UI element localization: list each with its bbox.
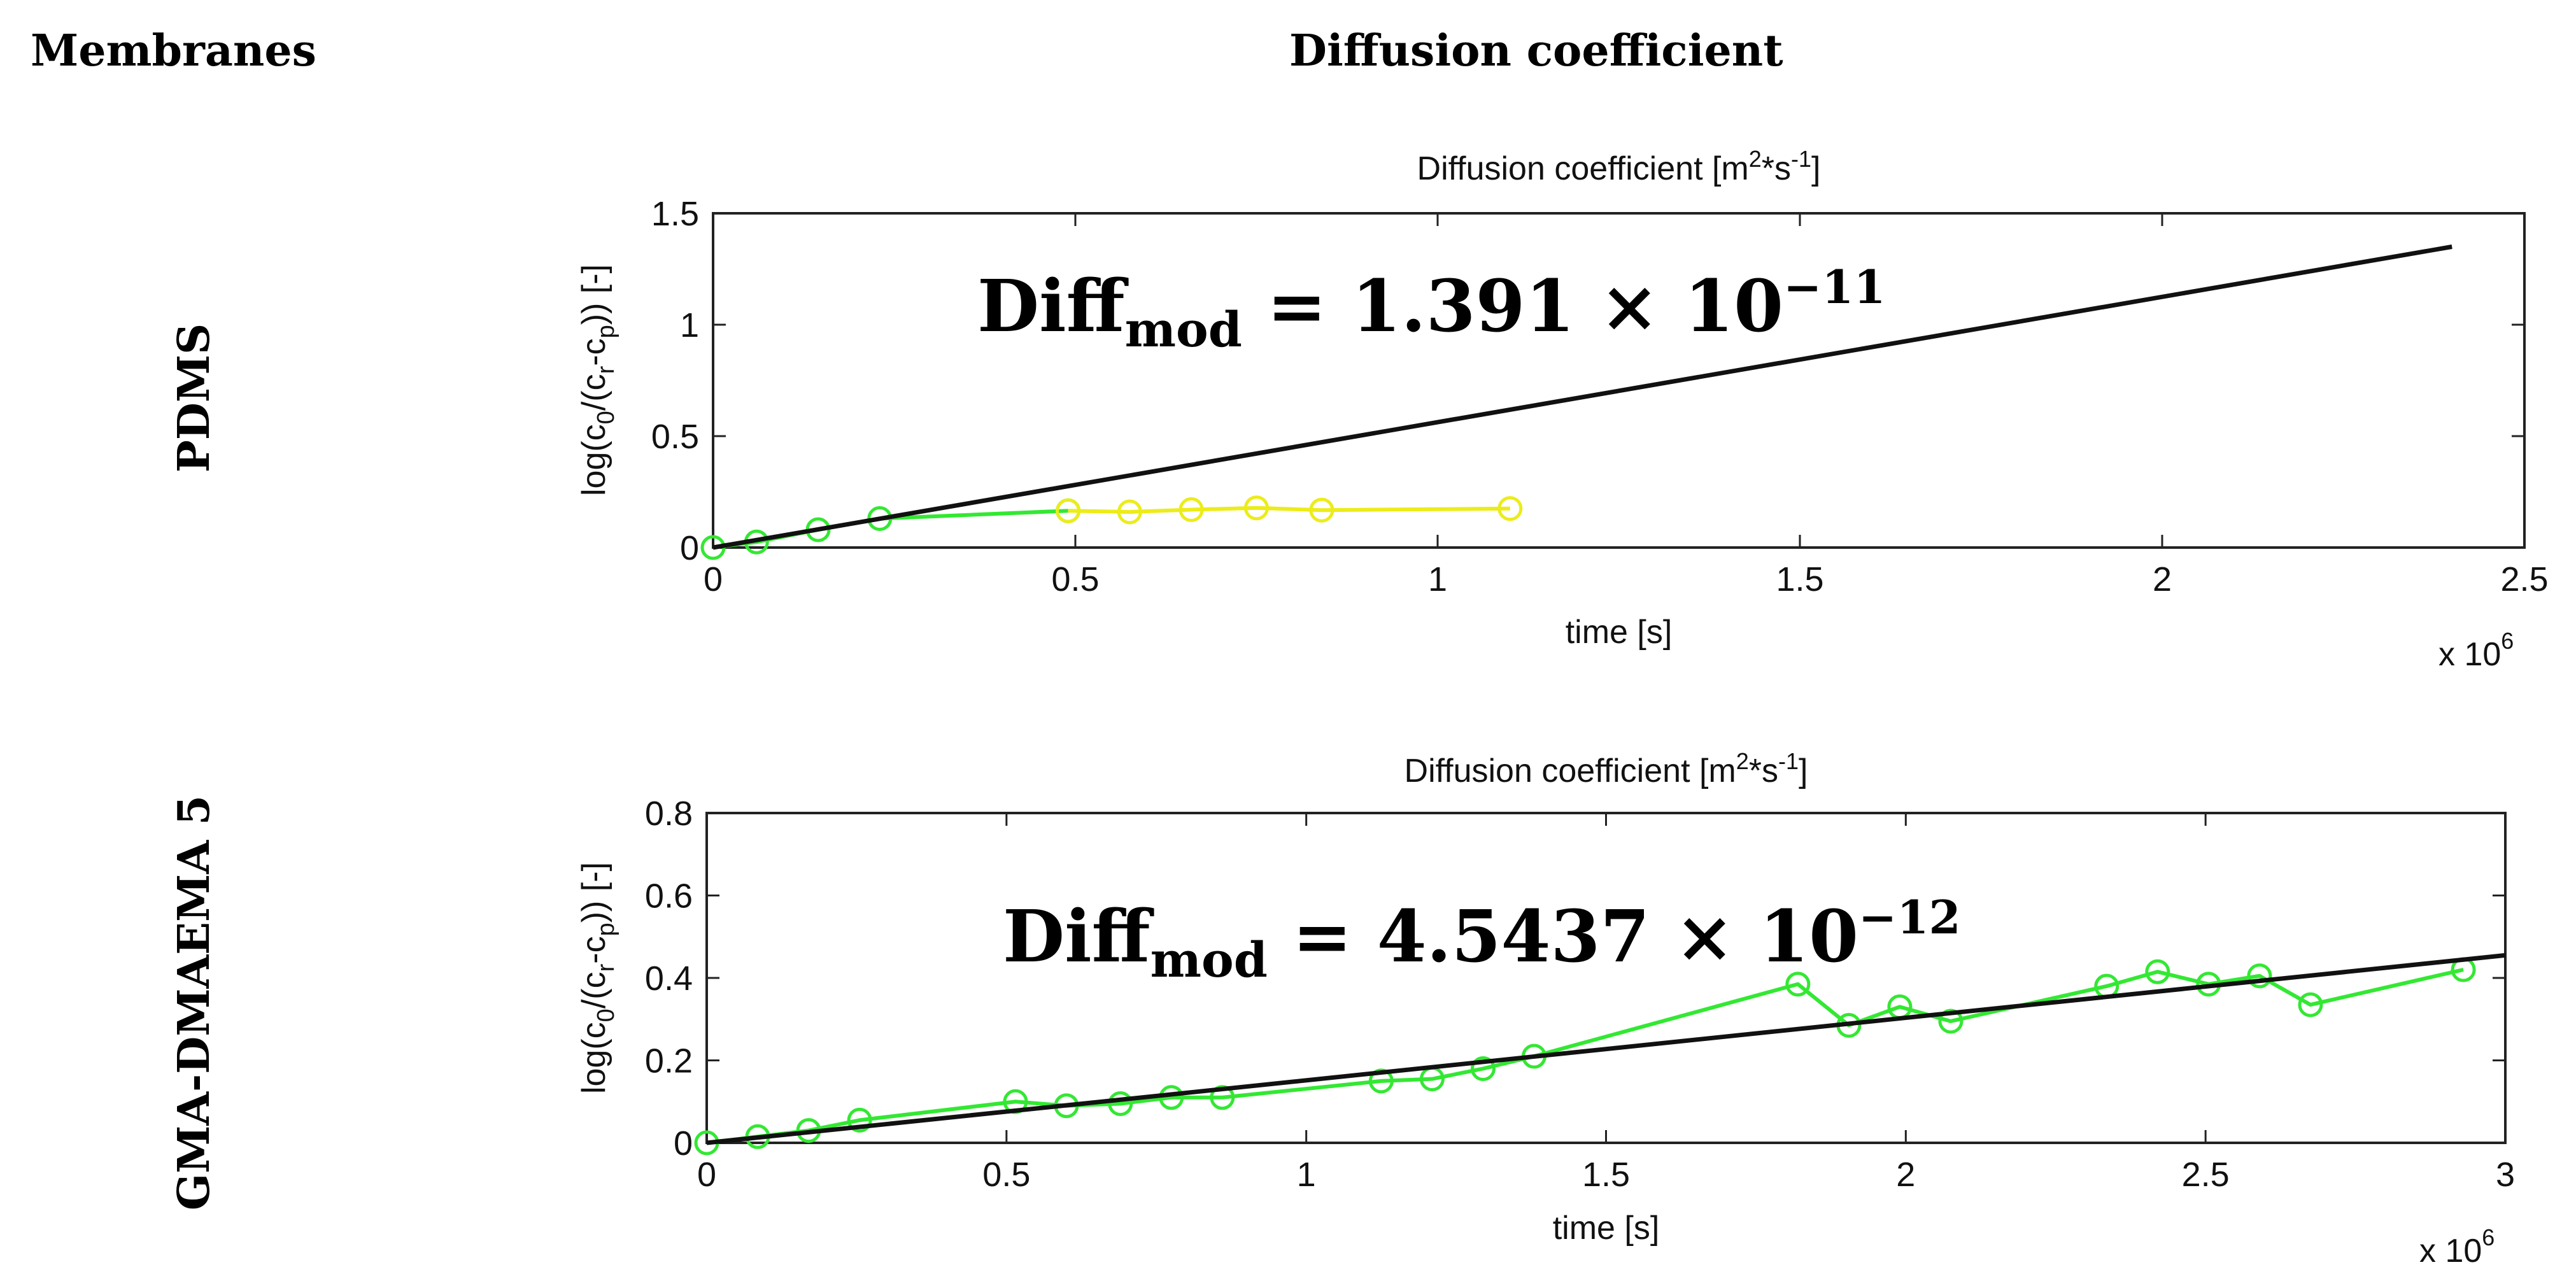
header-membranes: Membranes (31, 25, 316, 76)
x-tick-label: 0.5 (982, 1156, 1030, 1194)
x-tick-label: 1 (1428, 560, 1447, 598)
header-diffusion-coefficient: Diffusion coefficient (1289, 25, 1783, 76)
y-tick-label: 0.6 (645, 877, 693, 916)
chart-title: Diffusion coefficient [m2*s-1] (1417, 146, 1821, 187)
data-point (1785, 972, 1811, 997)
y-tick-label: 1 (680, 306, 699, 344)
data-point (1938, 1008, 1964, 1034)
fit-line (706, 952, 2506, 1145)
data-point (1117, 499, 1142, 525)
data-point (1108, 1091, 1133, 1116)
x-axis-multiplier: x 106 (2438, 628, 2514, 673)
data-point (1470, 1056, 1496, 1081)
fit-line (712, 244, 2452, 550)
chart-gma-dmaema-5: 0 0.5 1 1.5 2 2.5 3 0 0.2 0.4 0.6 0.8 Diffusion coef… (576, 748, 2515, 1270)
x-tick-label: 2 (1896, 1156, 1915, 1194)
y-axis-label: log(c0/(cr-cp)) [-] (576, 862, 619, 1094)
diffusion-equation: Diffmod = 4.5437 × 10−12 (1003, 890, 1961, 988)
x-tick-label: 3 (2496, 1156, 2515, 1194)
data-point (1309, 497, 1334, 523)
x-tick-label: 1 (1297, 1156, 1316, 1194)
data-point (2298, 992, 2323, 1017)
x-tick-label: 2.5 (2182, 1156, 2230, 1194)
y-tick-label: 0 (680, 529, 699, 567)
data-point (1368, 1068, 1394, 1094)
y-tick-label: 0.5 (651, 418, 699, 456)
data-series-line (1068, 506, 1510, 514)
data-point (1056, 498, 1081, 523)
data-point (1178, 497, 1204, 522)
x-axis-label: time [s] (1553, 1210, 1660, 1247)
x-tick-label: 0 (697, 1156, 716, 1194)
data-point (1210, 1085, 1235, 1110)
y-tick-label: 0.4 (645, 959, 693, 998)
x-tick-label: 2.5 (2500, 560, 2548, 598)
x-axis-label: time [s] (1566, 614, 1673, 651)
x-tick-label: 0.5 (1051, 560, 1099, 598)
y-tick-label: 0 (674, 1124, 693, 1163)
data-series-line (706, 968, 2464, 1145)
data-point (1497, 496, 1523, 521)
x-axis-multiplier: x 106 (2419, 1224, 2495, 1270)
y-tick-label: 0.8 (645, 795, 693, 833)
y-axis-label: log(c0/(cr-cp)) [-] (576, 264, 619, 496)
plot-frame (712, 212, 2526, 549)
data-point (1244, 495, 1269, 521)
data-point (2247, 963, 2272, 989)
y-tick-label: 0.2 (645, 1042, 693, 1080)
data-point (2145, 959, 2170, 984)
y-tick-label: 1.5 (651, 195, 699, 233)
chart-pdms: 0 0.5 1 1.5 2 2.5 0 0.5 1 1.5 Diffusion coefficien… (576, 146, 2549, 673)
data-point (847, 1107, 872, 1133)
diffusion-equation: Diffmod = 1.391 × 10−11 (977, 260, 1886, 358)
x-tick-label: 1.5 (1776, 560, 1823, 598)
chart-title: Diffusion coefficient [m2*s-1] (1405, 748, 1808, 789)
x-tick-label: 0 (704, 560, 723, 598)
x-tick-label: 1.5 (1582, 1156, 1630, 1194)
x-tick-label: 2 (2153, 560, 2172, 598)
